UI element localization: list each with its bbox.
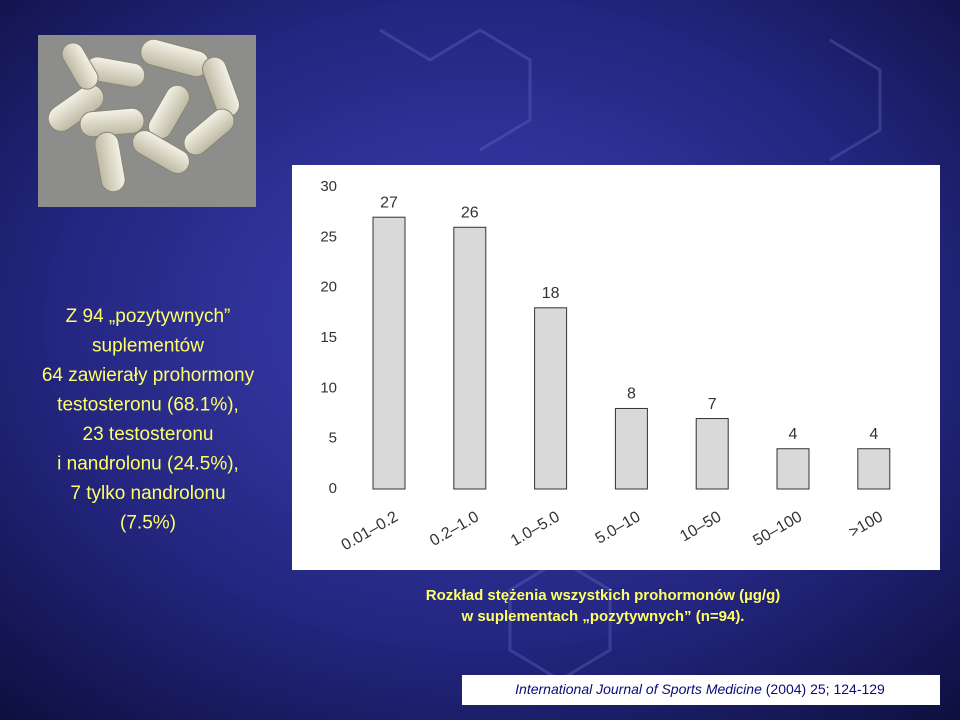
value-label: 26 (461, 204, 479, 221)
summary-text: Z 94 „pozytywnych” suplementów 64 zawierał… (42, 306, 255, 534)
value-label: 18 (542, 285, 560, 302)
caption-line: Rozkład stężenia wszystkich prohormonów … (426, 587, 781, 604)
value-label: 27 (380, 194, 398, 211)
caption-line: w suplementach „pozytywnych” (n=94). (461, 608, 745, 625)
value-label: 4 (789, 426, 798, 443)
y-tick-label: 30 (320, 178, 337, 195)
citation: International Journal of Sports Medicine… (515, 681, 885, 697)
bar (695, 418, 729, 490)
summary-line: suplementów (92, 336, 204, 357)
bar (614, 407, 648, 490)
citation-journal: International Journal of Sports Medicine (515, 681, 762, 697)
y-tick-label: 0 (329, 480, 337, 497)
summary-line: testosteronu (68.1%), (57, 395, 239, 416)
y-tick-label: 15 (320, 329, 337, 346)
summary-line: (7.5%) (120, 513, 176, 534)
summary-line: 7 tylko nandrolonu (70, 483, 225, 504)
summary-line: 23 testosteronu (83, 424, 214, 445)
bar (776, 448, 810, 490)
caption: Rozkład stężenia wszystkich prohormonów … (426, 587, 781, 625)
bar (453, 226, 487, 490)
citation-details: (2004) 25; 124-129 (766, 681, 885, 697)
bar (857, 448, 891, 490)
value-label: 4 (869, 426, 878, 443)
y-tick-label: 5 (329, 430, 337, 447)
bar (372, 216, 406, 490)
summary-line: 64 zawierały prohormony (42, 365, 255, 386)
y-tick-label: 10 (320, 379, 337, 396)
value-label: 8 (627, 386, 636, 403)
summary-line: i nandrolonu (24.5%), (57, 454, 239, 475)
summary-line: Z 94 „pozytywnych” (66, 306, 231, 327)
y-tick-label: 20 (320, 279, 337, 296)
value-label: 7 (708, 396, 717, 413)
y-tick-label: 25 (320, 228, 337, 245)
capsule-photo (38, 35, 256, 207)
bar (534, 307, 568, 490)
citation-box (462, 675, 940, 705)
